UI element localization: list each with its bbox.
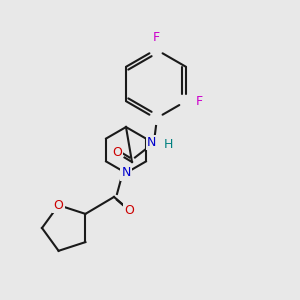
Text: O: O [54, 199, 64, 212]
Text: O: O [112, 146, 122, 160]
Text: F: F [152, 31, 160, 44]
Text: N: N [147, 136, 156, 149]
Text: O: O [124, 204, 134, 217]
Text: F: F [196, 95, 203, 108]
Text: N: N [121, 167, 131, 179]
Text: H: H [163, 137, 173, 151]
